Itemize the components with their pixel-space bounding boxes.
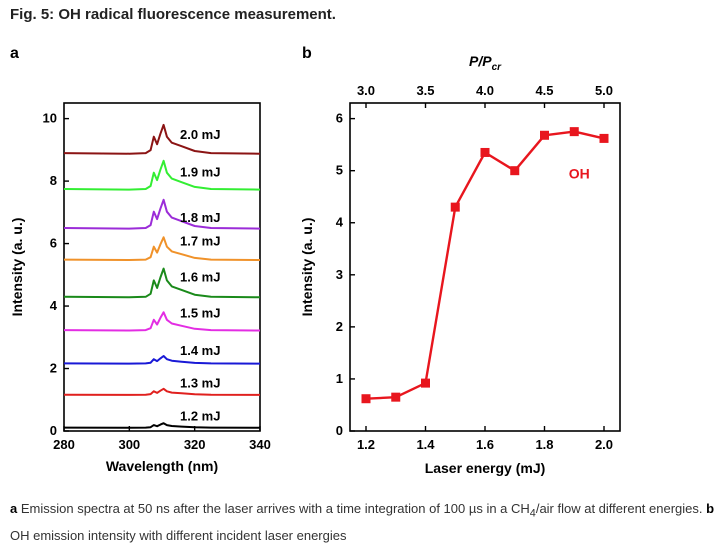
oh-data-point [540,130,549,140]
spectrum-label-4: 1.5 mJ [180,305,220,320]
spectrum-line-2 [63,387,261,396]
x2-tick-label-b: 3.5 [416,83,434,98]
spectrum-line-8 [63,159,261,191]
y-tick-label-b: 0 [336,423,343,438]
chart-b: 1.2 1.4 1.6 1.8 2.0 3.0 3.5 4.0 4.5 5.0 0 1 2 3 4 5 6 Las… [299,53,621,476]
x2-tick-label-b: 5.0 [595,83,613,98]
panel-label-b: b [302,45,312,62]
spectrum-line-9 [63,123,261,155]
y-tick-label-a: 8 [50,173,57,188]
spectrum-label-7: 1.8 mJ [180,210,220,225]
oh-data-point [421,378,430,388]
x2-axis-label-b: P/Pcr [469,53,502,73]
oh-data-point [510,166,520,176]
y-tick-label-b: 2 [336,319,343,334]
y-tick-label-a: 6 [50,236,57,251]
oh-data-point [361,394,371,404]
x-tick-label-b: 1.4 [416,437,435,452]
x-tick-label-b: 1.8 [535,437,553,452]
spectrum-line-6 [63,236,261,261]
spectrum-label-1: 1.2 mJ [180,408,220,423]
spectrum-line-5 [63,267,261,299]
y-tick-label-a: 0 [50,423,57,438]
oh-data-point [480,147,490,157]
caption-a-sub: 4 [529,507,536,520]
caption-b-text: OH emission intensity with different inc… [10,527,347,543]
spectrum-label-8: 1.9 mJ [180,165,220,180]
oh-data-point [569,127,579,137]
oh-data-point [391,392,401,402]
spectrum-line-7 [63,198,261,230]
oh-data-point [450,202,460,212]
x2-tick-label-b: 4.0 [476,83,494,98]
caption-b-label: b [706,501,715,516]
chart-a: 280 300 320 340 0 2 4 6 8 10 Wavelength (nm) Intens… [9,102,271,474]
x2-tick-label-b: 3.0 [357,83,375,98]
caption-a-label: a [10,501,18,516]
x2-axis-label-sub: cr [492,62,503,73]
x-axis-label-a: Wavelength (nm) [106,458,218,474]
y-tick-label-a: 2 [50,361,57,376]
y-axis-label-a: Intensity (a. u.) [9,218,25,317]
x-tick-label-a: 340 [249,437,271,452]
x2-tick-label-b: 4.5 [535,83,553,98]
x-tick-label-a: 300 [118,437,140,452]
oh-data-point [599,133,609,143]
figure-caption: a Emission spectra at 50 ns after the la… [10,498,716,547]
y-tick-label-a: 4 [50,298,58,313]
x2-axis-label-main: P/P [469,53,492,69]
y-tick-label-b: 5 [336,163,343,178]
x-tick-label-a: 320 [184,437,206,452]
y-tick-label-a: 10 [43,111,57,126]
caption-a-text: Emission spectra at 50 ns after the lase… [17,501,530,516]
x-tick-label-b: 1.2 [357,437,375,452]
y-tick-label-b: 4 [336,215,344,230]
figure-title: Fig. 5: OH radical fluorescence measurem… [10,6,336,23]
x-tick-label-b: 1.6 [476,437,494,452]
plot-frame-a [63,102,261,432]
oh-series-label: OH [569,165,590,181]
caption-a-text2: /air flow at different energies. [535,501,707,516]
y-tick-label-b: 1 [336,371,343,386]
x-axis-label-b: Laser energy (mJ) [425,460,546,476]
spectrum-line-4 [63,311,261,332]
spectrum-label-3: 1.4 mJ [180,343,220,358]
spectrum-line-1 [63,422,261,429]
y-axis-label-b: Intensity (a. u.) [299,218,315,317]
spectrum-line-3 [63,355,261,365]
panel-label-a: a [10,45,19,62]
y-tick-label-b: 3 [336,267,343,282]
spectrum-label-5: 1.6 mJ [180,269,220,284]
y-tick-label-b: 6 [336,111,343,126]
x-tick-label-b: 2.0 [595,437,613,452]
x-tick-label-a: 280 [53,437,75,452]
spectrum-label-2: 1.3 mJ [180,376,220,391]
spectrum-label-9: 2.0 mJ [180,127,220,142]
spectrum-label-6: 1.7 mJ [180,233,220,248]
